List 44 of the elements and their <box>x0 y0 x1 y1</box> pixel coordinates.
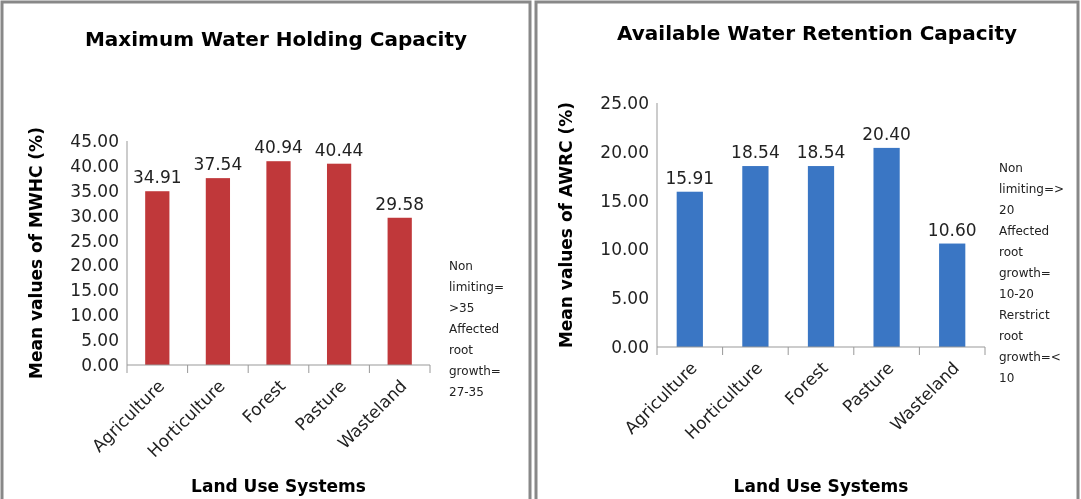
data-label: 20.40 <box>862 123 911 144</box>
y-axis-title: Mean values of AWRC (%) <box>556 101 576 349</box>
y-tick-label: 20.00 <box>70 255 119 276</box>
bar <box>205 178 231 365</box>
data-label: 34.91 <box>132 167 182 188</box>
y-tick-label: 45.00 <box>70 130 119 151</box>
bar <box>807 166 835 347</box>
data-label: 10.60 <box>927 219 977 240</box>
bar <box>145 191 170 365</box>
bar <box>742 166 769 347</box>
y-tick-label: 20.00 <box>600 141 649 162</box>
y-tick-label: 5.00 <box>81 330 119 351</box>
y-tick-label: 10.00 <box>600 239 649 260</box>
bar <box>387 217 412 365</box>
bar <box>873 147 900 347</box>
bar <box>266 161 291 365</box>
y-tick-label: 40.00 <box>70 155 119 176</box>
data-label: 37.54 <box>193 154 243 175</box>
text: Non limiting= >35 Affected root growth= 27-35 <box>449 259 505 399</box>
chart-title: Maximum Water Holding Capacity <box>84 27 468 51</box>
y-tick-label: 35.00 <box>70 180 119 201</box>
data-label: 29.58 <box>375 193 425 214</box>
y-tick-label: 25.00 <box>600 92 649 113</box>
y-tick-label: 30.00 <box>70 205 119 226</box>
chart-title: Available Water Retention Capacity <box>617 21 1017 45</box>
data-label: 15.91 <box>665 167 715 188</box>
y-tick-label: 10.00 <box>70 305 119 326</box>
y-tick-label: 15.00 <box>70 280 119 301</box>
data-label: 18.54 <box>796 142 846 163</box>
bar <box>326 163 352 365</box>
x-axis-title: Land Use Systems <box>191 476 366 496</box>
data-label: 40.94 <box>254 137 303 158</box>
text: Non limiting=> 20 Affected root growth= 10-20 Rerstrict root growth=< 10 <box>999 161 1065 385</box>
bar <box>939 243 966 347</box>
y-axis-title: Mean values of MWHC (%) <box>26 127 46 379</box>
y-tick-label: 5.00 <box>611 288 649 309</box>
y-tick-label: 25.00 <box>70 230 119 251</box>
y-tick-label: 0.00 <box>611 336 649 357</box>
bar <box>676 191 703 347</box>
data-label: 40.44 <box>314 139 364 160</box>
y-tick-label: 0.00 <box>81 354 119 375</box>
x-axis-title: Land Use Systems <box>733 476 909 496</box>
y-tick-label: 15.00 <box>600 190 649 211</box>
data-label: 18.54 <box>731 142 780 163</box>
